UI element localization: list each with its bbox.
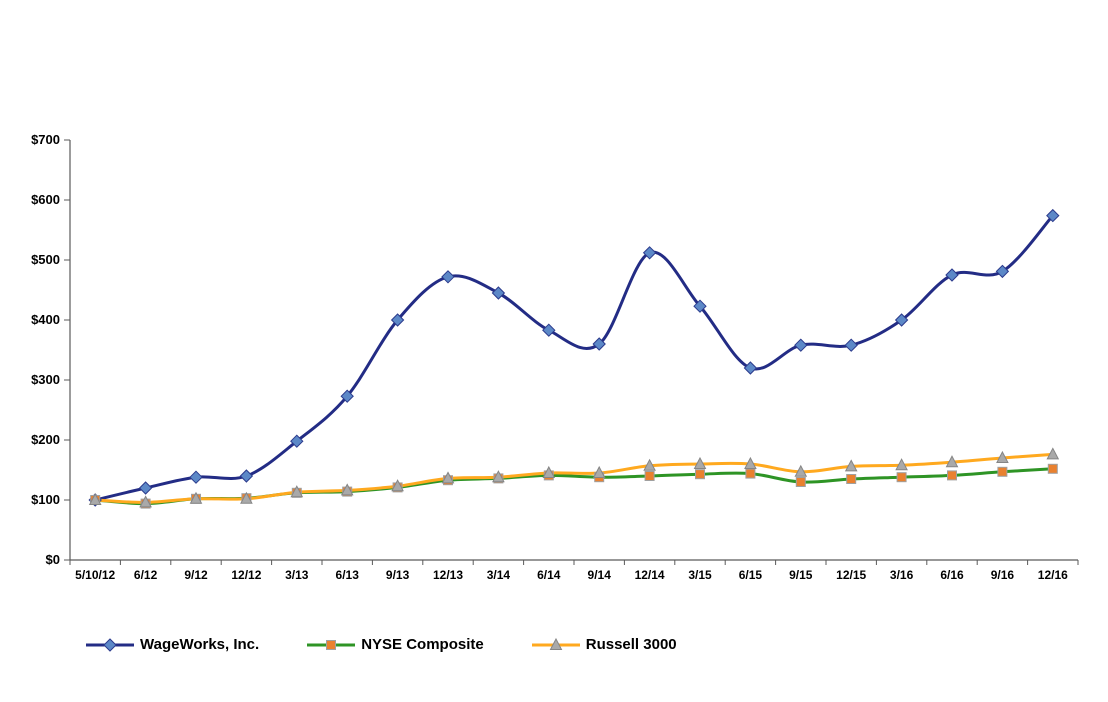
triangle-marker bbox=[88, 492, 102, 505]
diamond-marker bbox=[1046, 208, 1060, 223]
triangle-marker bbox=[290, 485, 304, 498]
x-axis-label: 6/15 bbox=[739, 568, 763, 582]
x-axis-label: 3/14 bbox=[487, 568, 511, 582]
x-axis-label: 12/12 bbox=[231, 568, 261, 582]
triangle-marker bbox=[542, 465, 556, 478]
x-axis-label: 5/10/12 bbox=[75, 568, 115, 582]
square-marker bbox=[997, 466, 1008, 477]
legend-label-nyse-composite: NYSE Composite bbox=[361, 636, 484, 653]
legend-item-wageworks: WageWorks, Inc. bbox=[84, 636, 259, 653]
diamond-marker bbox=[794, 338, 808, 352]
triangle-marker bbox=[794, 464, 808, 477]
diamond-marker bbox=[491, 286, 506, 300]
diamond-marker bbox=[693, 299, 707, 313]
diamond-marker bbox=[995, 264, 1010, 279]
legend-swatch-wageworks-icon bbox=[86, 637, 134, 652]
diamond-marker bbox=[189, 470, 203, 484]
diamond-marker bbox=[390, 313, 405, 327]
diamond-marker bbox=[844, 338, 858, 352]
legend-label-wageworks: WageWorks, Inc. bbox=[140, 636, 260, 653]
legend-item-russell-3000: Russell 3000 bbox=[530, 636, 677, 653]
square-marker bbox=[846, 474, 857, 484]
square-marker bbox=[326, 639, 337, 650]
triangle-marker bbox=[441, 471, 455, 484]
triangle-marker bbox=[643, 458, 656, 471]
triangle-marker bbox=[693, 456, 707, 469]
triangle-marker bbox=[139, 495, 152, 508]
legend-label-russell-3000: Russell 3000 bbox=[585, 636, 677, 653]
triangle-marker bbox=[340, 483, 354, 496]
diamond-marker bbox=[290, 434, 304, 448]
x-axis-label: 12/14 bbox=[635, 568, 665, 582]
y-axis-label: $200 bbox=[31, 432, 60, 447]
diamond-marker bbox=[743, 361, 758, 375]
triangle-marker bbox=[492, 470, 505, 483]
square-marker bbox=[795, 477, 806, 487]
triangle-marker bbox=[592, 465, 606, 478]
diamond-marker bbox=[592, 337, 606, 351]
y-axis-label: $700 bbox=[31, 132, 60, 147]
chart-legend: WageWorks, Inc. NYSE Composite Russell 3… bbox=[84, 636, 677, 653]
square-marker bbox=[745, 468, 756, 479]
square-marker bbox=[695, 469, 705, 480]
legend-swatch-nyse-icon bbox=[307, 639, 356, 650]
x-axis-label: 6/16 bbox=[940, 568, 964, 582]
x-axis-label: 12/13 bbox=[433, 568, 463, 582]
triangle-marker bbox=[1046, 447, 1060, 460]
y-axis-label: $100 bbox=[31, 492, 60, 507]
diamond-marker bbox=[103, 637, 117, 652]
y-axis-label: $600 bbox=[31, 192, 60, 207]
diamond-marker bbox=[894, 313, 909, 327]
x-axis-label: 6/14 bbox=[537, 568, 561, 582]
x-axis-label: 9/15 bbox=[789, 568, 813, 582]
diamond-marker bbox=[340, 389, 354, 403]
diamond-marker bbox=[945, 268, 959, 282]
triangle-marker bbox=[189, 491, 203, 504]
triangle-marker bbox=[744, 456, 757, 469]
square-marker bbox=[896, 472, 907, 483]
x-axis-label: 9/12 bbox=[184, 568, 208, 582]
legend-item-nyse-composite: NYSE Composite bbox=[305, 636, 484, 653]
chart-plot-area: $0 $100 $200 $300 $400 $500 $600 $700 5/10/12 6/1… bbox=[31, 132, 1079, 582]
diamond-marker bbox=[239, 469, 254, 483]
triangle-marker bbox=[549, 637, 563, 650]
triangle-marker bbox=[391, 479, 404, 492]
y-axis-label: $0 bbox=[46, 552, 60, 567]
legend-swatch-russell-icon bbox=[531, 637, 580, 650]
triangle-marker bbox=[844, 459, 858, 472]
x-axis-label: 12/15 bbox=[836, 568, 866, 582]
square-marker bbox=[1047, 463, 1058, 474]
diamond-marker bbox=[138, 481, 153, 495]
x-axis-label: 3/13 bbox=[285, 568, 309, 582]
x-axis-label: 6/12 bbox=[134, 568, 158, 582]
triangle-marker bbox=[945, 455, 959, 468]
diamond-marker bbox=[542, 323, 556, 337]
x-axis-label: 3/16 bbox=[890, 568, 914, 582]
series-line bbox=[93, 214, 1055, 502]
diamond-marker bbox=[642, 246, 657, 260]
y-axis-label: $300 bbox=[31, 372, 60, 387]
x-axis-label: 3/15 bbox=[688, 568, 712, 582]
y-axis-label: $400 bbox=[31, 312, 60, 327]
y-axis-label: $500 bbox=[31, 252, 60, 267]
triangle-marker bbox=[895, 458, 908, 471]
x-axis-label: 6/13 bbox=[336, 568, 360, 582]
x-axis-label: 9/16 bbox=[991, 568, 1015, 582]
x-axis-label: 9/14 bbox=[588, 568, 612, 582]
square-marker bbox=[644, 471, 655, 481]
x-axis-label: 9/13 bbox=[386, 568, 410, 582]
triangle-marker bbox=[996, 450, 1009, 463]
triangle-marker bbox=[240, 491, 253, 504]
x-axis-label: 12/16 bbox=[1038, 568, 1068, 582]
diamond-marker bbox=[441, 270, 455, 284]
square-marker bbox=[947, 470, 957, 481]
